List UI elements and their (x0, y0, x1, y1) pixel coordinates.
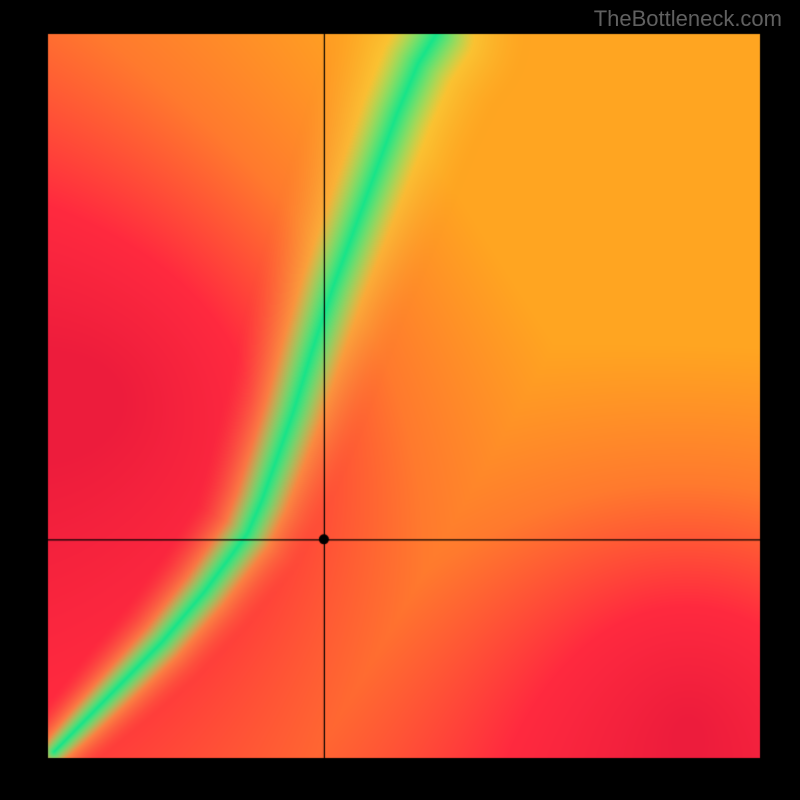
watermark-text: TheBottleneck.com (594, 6, 782, 32)
bottleneck-heatmap (0, 0, 800, 800)
chart-container: TheBottleneck.com (0, 0, 800, 800)
